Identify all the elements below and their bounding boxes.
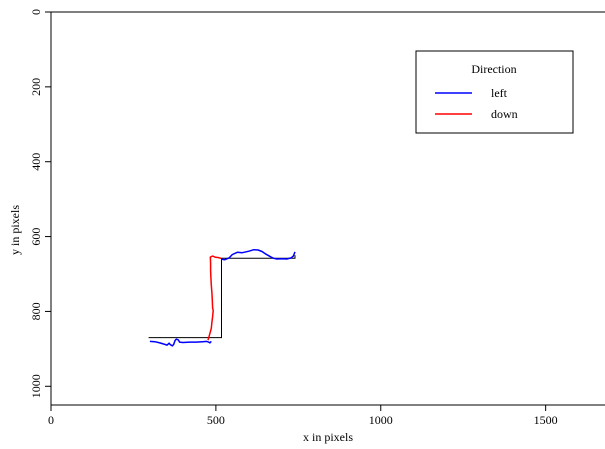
- legend-label-down: down: [491, 107, 518, 121]
- y-tick-label: 0: [29, 9, 43, 15]
- y-axis-ticks: 0 200 400 600 800 1000: [29, 9, 51, 398]
- y-tick-label: 1000: [29, 374, 43, 398]
- legend-label-left: left: [491, 86, 508, 100]
- legend-box: [415, 50, 574, 134]
- x-tick-label: 0: [48, 413, 54, 427]
- x-axis-title: x in pixels: [303, 430, 353, 444]
- legend: Direction left down: [415, 50, 574, 134]
- y-tick-label: 400: [29, 153, 43, 171]
- series-line-left-0: [149, 338, 212, 347]
- y-tick-label: 200: [29, 78, 43, 96]
- y-tick-label: 600: [29, 228, 43, 246]
- x-tick-label: 1000: [369, 413, 393, 427]
- y-axis-title: y in pixels: [8, 205, 22, 255]
- y-tick-label: 800: [29, 302, 43, 320]
- plot-area: [148, 248, 296, 347]
- series-line-down-1: [207, 255, 222, 341]
- x-tick-label: 1500: [534, 413, 558, 427]
- legend-title: Direction: [471, 62, 516, 76]
- x-tick-label: 500: [207, 413, 225, 427]
- reference-path-line: [148, 255, 296, 339]
- series-line-left-2: [221, 248, 296, 261]
- x-axis-ticks: 0 500 1000 1500: [48, 405, 558, 427]
